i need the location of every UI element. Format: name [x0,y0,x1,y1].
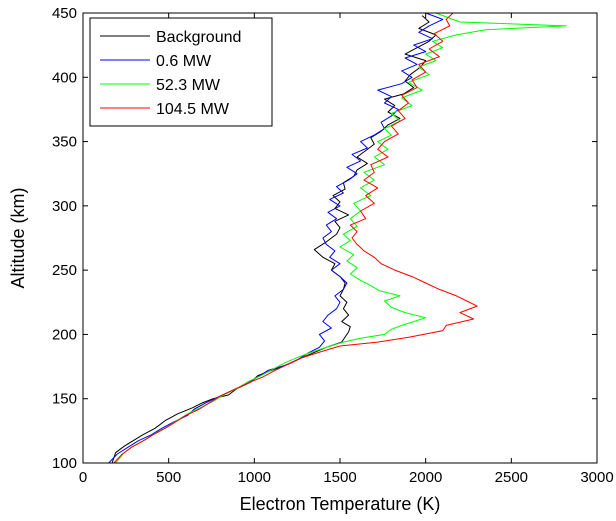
x-tick-label: 2500 [495,469,528,486]
legend: Background 0.6 MW 52.3 MW 104.5 MW [89,17,273,127]
y-axis-label: Altitude (km) [8,187,28,288]
legend-label: 104.5 MW [156,101,230,118]
y-tick-label: 300 [52,198,77,215]
x-tick-label: 1000 [238,469,271,486]
x-tick-label: 0 [79,469,87,486]
legend-label: 0.6 MW [156,53,212,70]
x-axis-ticks: 0 500 1000 1500 2000 2500 3000 [79,13,614,486]
x-axis-label: Electron Temperature (K) [240,494,441,514]
series-line-2 [115,13,567,463]
y-tick-label: 350 [52,134,77,151]
y-tick-label: 400 [52,69,77,86]
y-axis-ticks: 100 150 200 250 300 350 400 450 [52,5,597,472]
y-tick-label: 450 [52,5,77,22]
legend-label: 52.3 MW [156,77,221,94]
legend-label: Background [156,29,241,46]
series-layer [108,13,567,463]
series-line-3 [113,13,478,463]
x-tick-label: 1500 [323,469,356,486]
x-tick-label: 2000 [409,469,442,486]
x-tick-label: 3000 [580,469,613,486]
y-tick-label: 250 [52,262,77,279]
y-tick-label: 100 [52,455,77,472]
y-tick-label: 150 [52,391,77,408]
y-tick-label: 200 [52,326,77,343]
x-tick-label: 500 [156,469,181,486]
